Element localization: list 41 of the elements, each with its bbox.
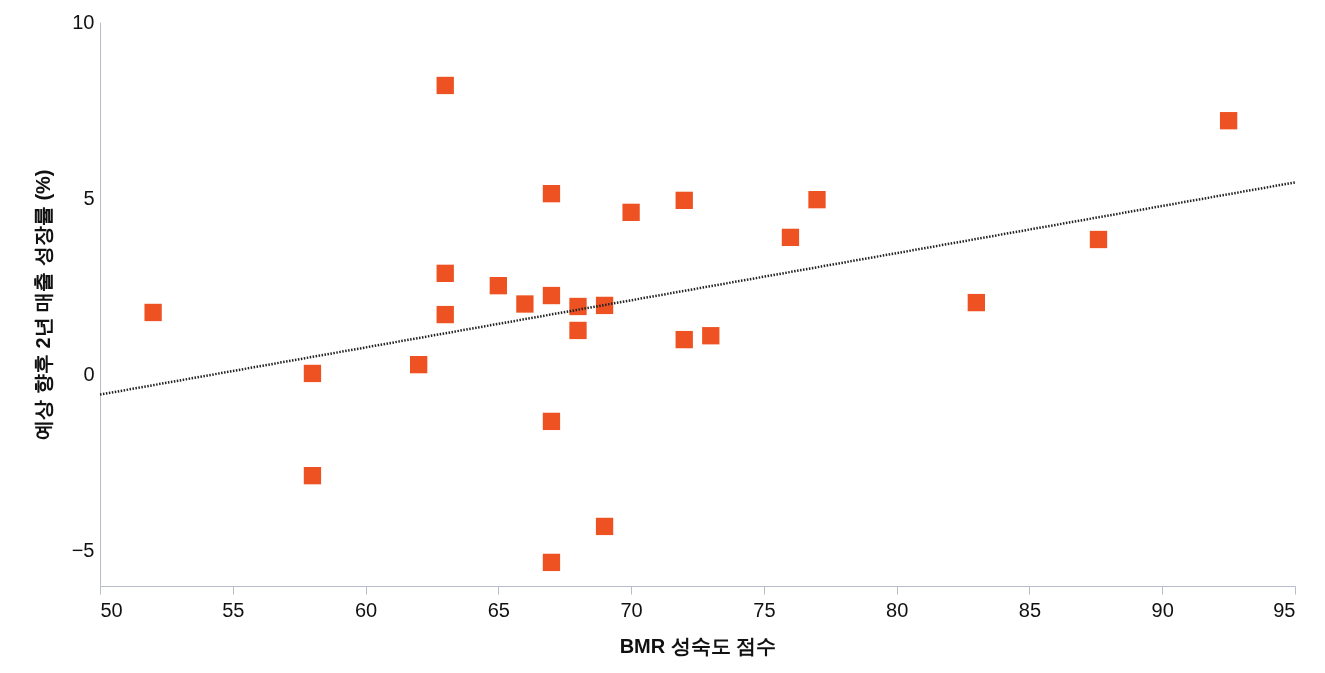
- x-tick-label: 90: [1151, 598, 1174, 621]
- x-tick-label: 85: [1018, 598, 1042, 621]
- point: [516, 295, 534, 313]
- point: [436, 305, 454, 324]
- x-tick-label: 95: [1273, 598, 1296, 621]
- point: [569, 297, 587, 316]
- point: [436, 76, 454, 95]
- y-tick-label: −5: [71, 539, 95, 562]
- point: [781, 228, 800, 247]
- point: [303, 467, 322, 485]
- point: [702, 327, 720, 345]
- x-tick-label: 65: [487, 598, 510, 621]
- point: [622, 203, 640, 222]
- point: [808, 191, 826, 209]
- point: [542, 286, 561, 305]
- point: [1089, 230, 1108, 249]
- x-tick-label: 60: [354, 598, 378, 621]
- point: [967, 293, 985, 312]
- point: [675, 330, 693, 349]
- y-tick-label: 0: [83, 363, 95, 385]
- y-tick-label: 5: [83, 186, 95, 209]
- point: [144, 303, 162, 322]
- point: [542, 185, 561, 203]
- x-tick-label: 55: [222, 598, 245, 621]
- point: [542, 553, 561, 572]
- x-axis-title: BMR 성숙도 점수: [619, 634, 777, 657]
- point: [542, 412, 561, 431]
- point: [1219, 112, 1238, 130]
- point: [569, 321, 587, 340]
- point: [436, 264, 454, 282]
- y-tick-label: 10: [72, 10, 95, 33]
- point: [675, 191, 693, 210]
- point: [303, 364, 322, 383]
- point: [410, 355, 428, 374]
- x-tick-label: 50: [100, 598, 123, 621]
- x-tick-label: 70: [620, 598, 643, 621]
- point: [595, 517, 614, 536]
- x-tick-label: 80: [886, 598, 909, 621]
- point: [489, 277, 507, 295]
- y-axis-title: 예상 향후 2년 매출 성장률 (%): [31, 169, 54, 440]
- x-tick-label: 75: [753, 598, 776, 621]
